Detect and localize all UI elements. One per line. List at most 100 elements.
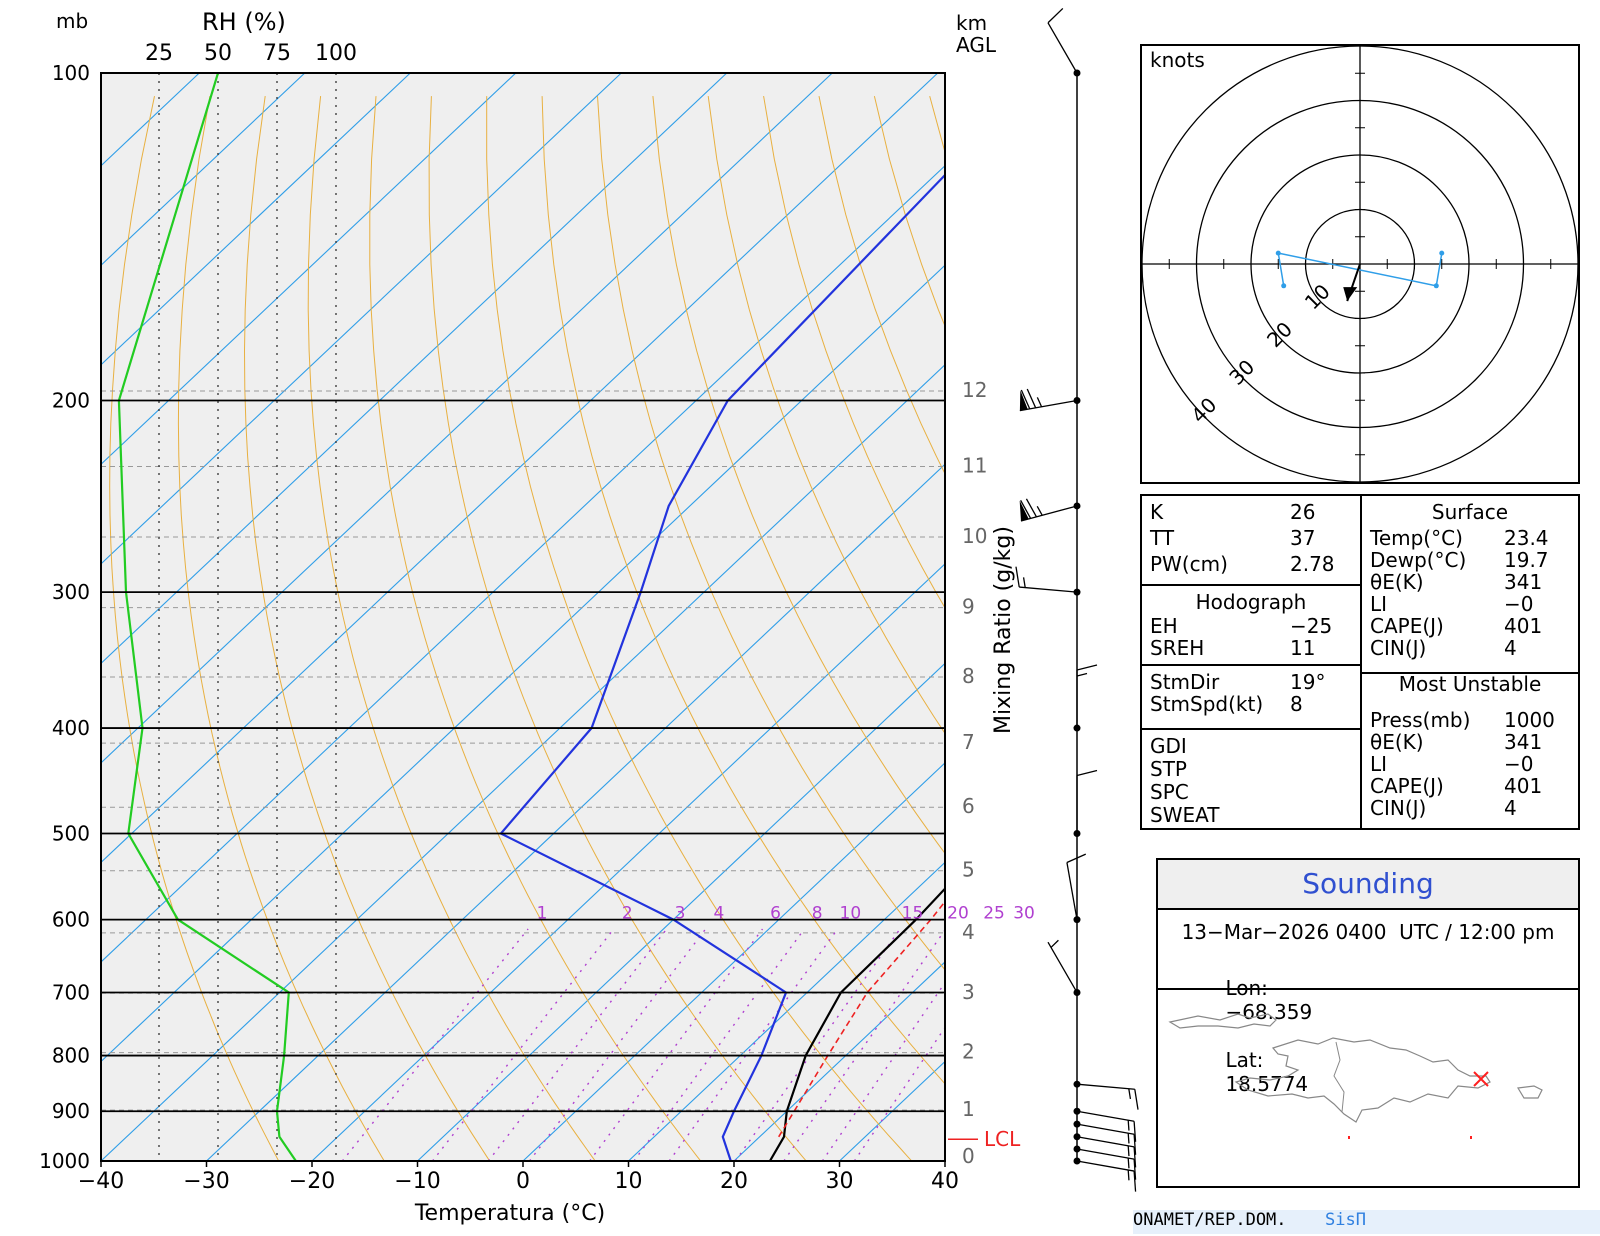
hodograph-units: knots [1150,48,1205,72]
pressure-tick-label: 200 [52,389,90,413]
isotherm-line [101,73,939,864]
km-tick-label: 8 [962,664,975,688]
hodograph-section-title: Hodograph [1195,590,1307,614]
cuba-coastline [1168,1013,1277,1029]
dry-adiabat-line [177,96,385,1161]
temp-tick-label: 10 [615,1169,643,1194]
index-row-value: 8 [1290,692,1303,716]
wind-barb [1073,664,1098,732]
rh-label: RH (%) [202,8,286,36]
isotherm-line [101,73,306,267]
indices-divider-1 [1142,584,1360,586]
border-line [1333,1041,1345,1113]
most-unstable-row: Press(mb) 1000 [1370,708,1555,732]
surface-row-value: −0 [1504,592,1534,616]
mixing-ratio-tick: 8 [812,904,823,924]
dry-adiabat-line [109,95,280,1161]
isotherm-line [733,961,945,1161]
surface-row: Temp(°C) 23.4 [1370,526,1549,550]
dry-adiabat-line [541,96,945,1085]
km-tick-label: 0 [962,1144,975,1168]
pressure-tick-label: 400 [52,716,90,740]
surface-row-key: CIN(J) [1370,636,1427,660]
index-row: K 26 [1150,500,1315,524]
footer-org: ONAMET/REP.DOM. [1133,1210,1287,1230]
surface-row: LI −0 [1370,592,1533,616]
lat-label: Lat: [1225,1048,1264,1072]
mb-label: mb [56,9,88,33]
indices-table: K 26 TT 37 PW(cm) 2.78 Hodograph EH −25 SREH 11 Stm… [1140,494,1580,830]
mixing-ratio-line [341,928,529,1161]
mixing-ratio-tick: 20 [947,904,969,924]
sounding-title: Sounding [1302,867,1434,900]
dry-adiabat-line [486,96,913,1161]
dry-adiabat-line [707,96,945,735]
index-row: TT 37 [1150,526,1315,550]
most-unstable-row-value: −0 [1504,752,1534,776]
location-marker [1473,1071,1489,1087]
index-row: STP [1150,757,1187,781]
wind-barb [1047,939,1081,996]
index-row-key: PW(cm) [1150,552,1228,576]
dry-adiabat-line [1594,96,1600,1184]
wind-barb [1073,1107,1137,1142]
hodograph-ring [1250,154,1470,374]
wind-barb [1019,498,1081,522]
location-map [1168,1013,1543,1139]
index-row-key: StmDir [1150,670,1220,694]
km-tick-label: 3 [962,980,975,1004]
index-row: SPC [1150,780,1189,804]
indices-divider-3 [1142,728,1360,730]
footer-brand: SisΠ [1325,1210,1366,1230]
wind-barb [1073,1133,1137,1168]
mixing-ratio-tick: 25 [983,904,1005,924]
wind-barb [1073,1120,1137,1155]
isotherm-line [101,164,945,963]
surface-row-value: 23.4 [1504,526,1549,550]
mixing-ratio-tick: 3 [675,904,686,924]
mixing-ratio-tick: 10 [840,904,862,924]
most-unstable-row-key: θE(K) [1370,730,1424,754]
index-row-key: GDI [1150,734,1187,758]
index-row-value: −25 [1290,614,1333,638]
dry-adiabat-line [307,96,596,1161]
isotherm-line [417,662,945,1161]
surface-row-key: Dewp(°C) [1370,548,1467,572]
mixing-ratio-tick: 15 [902,904,924,924]
index-row: StmDir 19° [1150,670,1325,694]
index-row: SREH 11 [1150,636,1315,660]
info-panel: Sounding 13−Mar−2026 0400 UTC / 12:00 pm… [1156,858,1580,1188]
isotherm-line [101,73,517,466]
temp-tick-label: 30 [826,1169,854,1194]
surface-row-key: CAPE(J) [1370,614,1444,638]
index-row-key: SWEAT [1150,803,1220,827]
surface-row-value: 19.7 [1504,548,1549,572]
wind-barb [1073,1145,1137,1180]
pressure-tick-label: 600 [52,908,90,932]
most-unstable-row-value: 4 [1504,796,1517,820]
dewpoint-profile [499,173,945,1161]
surface-row-value: 401 [1504,614,1543,638]
info-divider [1158,988,1578,990]
datetime: 13−Mar−2026 0400 UTC / 12:00 pm [1181,920,1555,944]
most-unstable-row: CIN(J) 4 [1370,796,1517,820]
plot-background [101,73,945,1161]
mixing-ratio-tick: 2 [622,904,633,924]
surface-row: Dewp(°C) 19.7 [1370,548,1549,572]
temp-tick-label: 0 [516,1169,530,1194]
km-tick-label: 9 [962,595,975,619]
isotherm-line [628,861,945,1161]
isotherm-line [101,73,411,366]
surface-row-key: Temp(°C) [1370,526,1463,550]
km-tick-label: 12 [962,378,987,402]
rh-tick-label: 100 [315,41,357,66]
pressure-tick-label: 300 [52,580,90,604]
hispaniola-coastline [1234,1037,1491,1123]
isotherm-line [311,563,945,1161]
dry-adiabat-line [428,96,807,1161]
hodograph-ring [1195,99,1525,429]
index-row: PW(cm) 2.78 [1150,552,1335,576]
index-row-value: 26 [1290,500,1316,524]
wind-barb [1073,1157,1137,1192]
